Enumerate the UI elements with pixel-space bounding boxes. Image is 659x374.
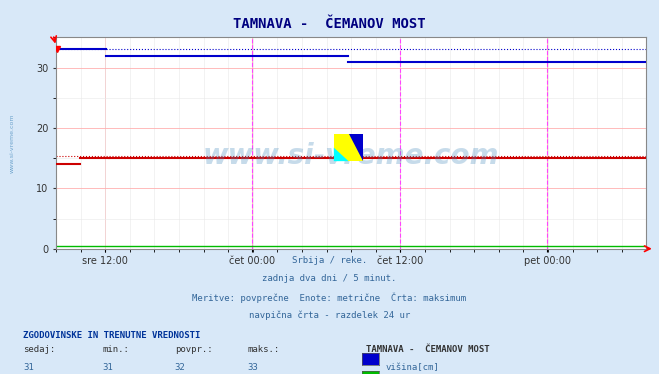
Text: 31: 31 [23, 363, 34, 372]
Text: višina[cm]: višina[cm] [386, 363, 440, 372]
Text: povpr.:: povpr.: [175, 345, 212, 354]
Text: ZGODOVINSKE IN TRENUTNE VREDNOSTI: ZGODOVINSKE IN TRENUTNE VREDNOSTI [23, 331, 200, 340]
Text: Srbija / reke.: Srbija / reke. [292, 256, 367, 265]
Text: sedaj:: sedaj: [23, 345, 55, 354]
Text: maks.:: maks.: [247, 345, 279, 354]
Text: TAMNAVA -  ČEMANOV MOST: TAMNAVA - ČEMANOV MOST [233, 17, 426, 31]
Text: 32: 32 [175, 363, 185, 372]
Text: www.si-vreme.com: www.si-vreme.com [203, 142, 499, 170]
Text: min.:: min.: [102, 345, 129, 354]
Text: TAMNAVA -  ČEMANOV MOST: TAMNAVA - ČEMANOV MOST [366, 345, 490, 354]
Text: 31: 31 [102, 363, 113, 372]
Polygon shape [349, 134, 363, 161]
Bar [334, 134, 363, 161]
Polygon shape [334, 148, 349, 161]
Text: www.si-vreme.com: www.si-vreme.com [9, 113, 14, 173]
Text: navpična črta - razdelek 24 ur: navpična črta - razdelek 24 ur [249, 310, 410, 319]
Text: zadnja dva dni / 5 minut.: zadnja dva dni / 5 minut. [262, 274, 397, 283]
Text: 33: 33 [247, 363, 258, 372]
Text: Meritve: povprečne  Enote: metrične  Črta: maksimum: Meritve: povprečne Enote: metrične Črta:… [192, 292, 467, 303]
